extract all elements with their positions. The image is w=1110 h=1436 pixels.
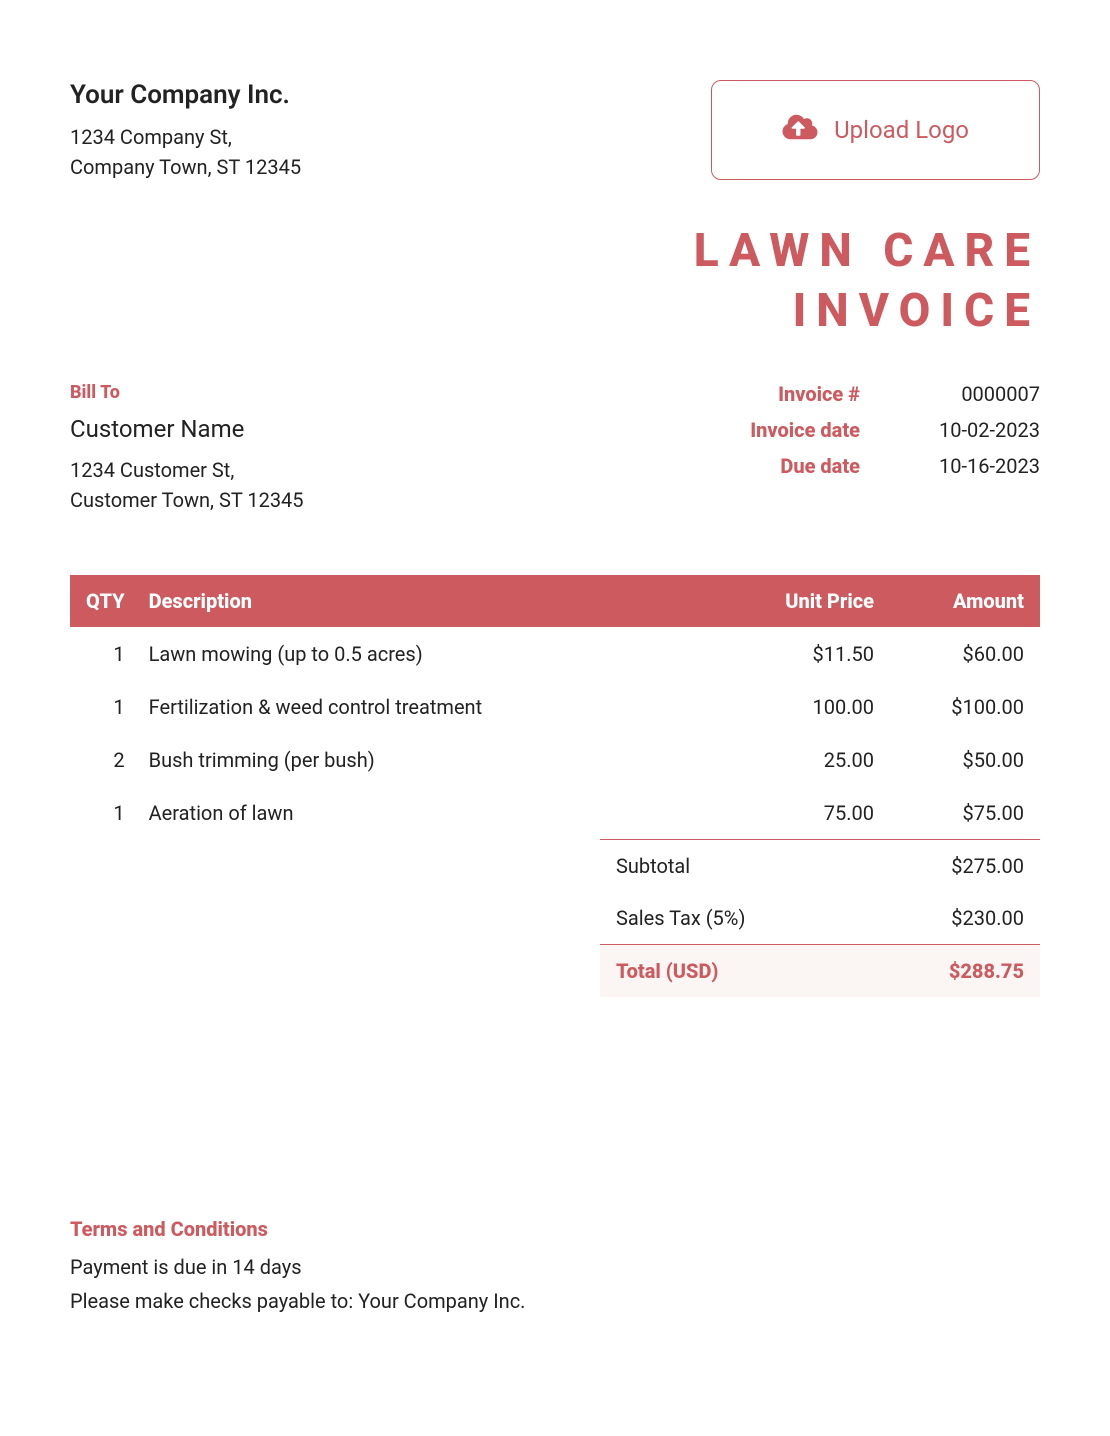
company-address-line2: Company Town, ST 12345 bbox=[70, 152, 301, 182]
cell-unit-price: $11.50 bbox=[740, 627, 890, 680]
tax-label: Sales Tax (5%) bbox=[616, 906, 745, 930]
cell-unit-price: 75.00 bbox=[740, 786, 890, 839]
table-row: 1Aeration of lawn75.00$75.00 bbox=[70, 786, 1040, 839]
table-row: 2Bush trimming (per bush)25.00$50.00 bbox=[70, 733, 1040, 786]
subtotal-label: Subtotal bbox=[616, 854, 690, 878]
upload-logo-button[interactable]: Upload Logo bbox=[711, 80, 1040, 180]
cell-amount: $50.00 bbox=[890, 733, 1040, 786]
cell-description: Aeration of lawn bbox=[137, 786, 740, 839]
customer-address-line2: Customer Town, ST 12345 bbox=[70, 485, 304, 515]
cell-description: Fertilization & weed control treatment bbox=[137, 680, 740, 733]
table-row: 1Fertilization & weed control treatment1… bbox=[70, 680, 1040, 733]
invoice-date-label: Invoice date bbox=[720, 418, 860, 442]
company-block: Your Company Inc. 1234 Company St, Compa… bbox=[70, 80, 301, 182]
total-value: $288.75 bbox=[949, 959, 1024, 983]
cell-amount: $100.00 bbox=[890, 680, 1040, 733]
cell-amount: $60.00 bbox=[890, 627, 1040, 680]
cell-qty: 1 bbox=[70, 786, 137, 839]
terms-line2: Please make checks payable to: Your Comp… bbox=[70, 1289, 1040, 1313]
due-date-label: Due date bbox=[720, 454, 860, 478]
bill-to-block: Bill To Customer Name 1234 Customer St, … bbox=[70, 382, 304, 515]
header-amount: Amount bbox=[890, 575, 1040, 628]
customer-name: Customer Name bbox=[70, 415, 304, 443]
header-qty: QTY bbox=[70, 575, 137, 628]
terms-block: Terms and Conditions Payment is due in 1… bbox=[70, 1217, 1040, 1313]
company-name: Your Company Inc. bbox=[70, 80, 301, 110]
header-description: Description bbox=[137, 575, 740, 628]
total-label: Total (USD) bbox=[616, 959, 718, 983]
cell-qty: 1 bbox=[70, 627, 137, 680]
table-row: 1Lawn mowing (up to 0.5 acres)$11.50$60.… bbox=[70, 627, 1040, 680]
tax-value: $230.00 bbox=[951, 906, 1024, 930]
invoice-number-value: 0000007 bbox=[920, 382, 1040, 406]
invoice-title: LAWN CARE INVOICE bbox=[70, 222, 1040, 342]
invoice-title-line1: LAWN CARE bbox=[70, 222, 1040, 282]
cell-description: Bush trimming (per bush) bbox=[137, 733, 740, 786]
invoice-date-value: 10-02-2023 bbox=[920, 418, 1040, 442]
totals-block: Subtotal $275.00 Sales Tax (5%) $230.00 … bbox=[600, 839, 1040, 997]
company-address-line1: 1234 Company St, bbox=[70, 122, 301, 152]
terms-line1: Payment is due in 14 days bbox=[70, 1255, 1040, 1279]
cell-qty: 2 bbox=[70, 733, 137, 786]
cell-amount: $75.00 bbox=[890, 786, 1040, 839]
invoice-number-label: Invoice # bbox=[720, 382, 860, 406]
terms-title: Terms and Conditions bbox=[70, 1217, 1040, 1241]
header-unit-price: Unit Price bbox=[740, 575, 890, 628]
invoice-meta-block: Invoice # 0000007 Invoice date 10-02-202… bbox=[720, 382, 1040, 490]
upload-logo-label: Upload Logo bbox=[834, 116, 969, 144]
cloud-upload-icon bbox=[782, 113, 818, 147]
cell-qty: 1 bbox=[70, 680, 137, 733]
due-date-value: 10-16-2023 bbox=[920, 454, 1040, 478]
customer-address-line1: 1234 Customer St, bbox=[70, 455, 304, 485]
cell-unit-price: 100.00 bbox=[740, 680, 890, 733]
items-table: QTY Description Unit Price Amount 1Lawn … bbox=[70, 575, 1040, 839]
cell-description: Lawn mowing (up to 0.5 acres) bbox=[137, 627, 740, 680]
subtotal-value: $275.00 bbox=[951, 854, 1024, 878]
items-header-row: QTY Description Unit Price Amount bbox=[70, 575, 1040, 628]
cell-unit-price: 25.00 bbox=[740, 733, 890, 786]
invoice-title-line2: INVOICE bbox=[70, 282, 1040, 342]
bill-to-label: Bill To bbox=[70, 382, 304, 403]
